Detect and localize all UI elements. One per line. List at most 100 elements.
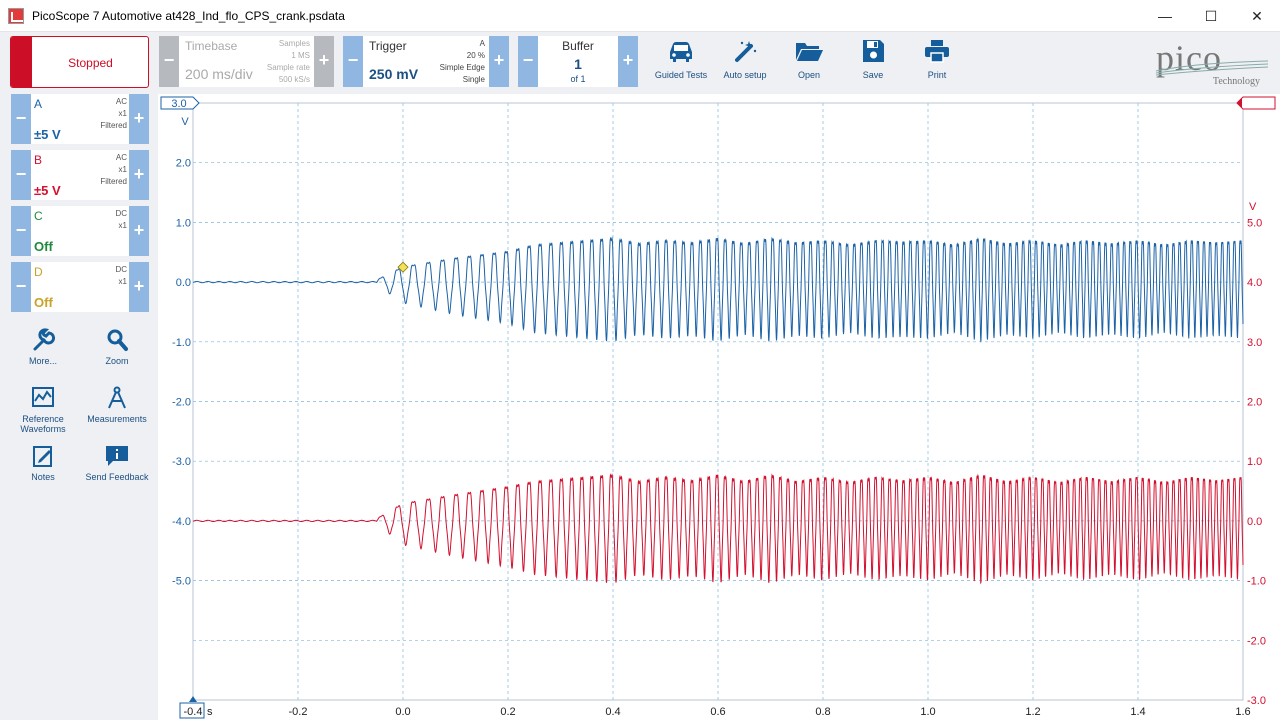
channel-a-settings: AC x1 Filtered bbox=[100, 96, 127, 132]
channel-b-probe: x1 bbox=[118, 165, 127, 174]
buffer-previous-button[interactable]: − bbox=[518, 36, 538, 87]
buffer-control[interactable]: − Buffer 1 of 1 + bbox=[518, 36, 638, 87]
time-ruler-marker bbox=[189, 696, 197, 702]
samples-value: 1 MS bbox=[291, 51, 310, 60]
channel-a-range: ±5 V bbox=[34, 127, 61, 142]
trigger-mode: Single bbox=[462, 75, 485, 84]
reference-waveforms-button[interactable]: Reference Waveforms bbox=[11, 386, 75, 434]
left-axis-tick-label: -2.0 bbox=[172, 397, 191, 409]
measurements-label: Measurements bbox=[87, 414, 147, 424]
right-axis-tick-label: -3.0 bbox=[1247, 695, 1266, 707]
close-button[interactable]: ✕ bbox=[1251, 8, 1263, 24]
more-button[interactable]: More... bbox=[11, 328, 75, 366]
channel-b-filter: Filtered bbox=[100, 177, 127, 186]
channel-a-name: A bbox=[34, 97, 43, 111]
notes-button[interactable]: Notes bbox=[11, 444, 75, 482]
send-feedback-button[interactable]: Send Feedback bbox=[85, 444, 149, 482]
channel-d-range-increase-button[interactable]: + bbox=[129, 262, 149, 312]
channel-c-name: C bbox=[34, 209, 43, 223]
channel-b-range-increase-button[interactable]: + bbox=[129, 150, 149, 200]
channel-b-name: B bbox=[34, 153, 43, 167]
trigger-pretrigger: 20 % bbox=[466, 51, 485, 60]
channel-a-range-decrease-button[interactable]: − bbox=[11, 94, 31, 144]
wrench-icon bbox=[30, 328, 56, 352]
car-icon bbox=[666, 38, 696, 64]
timebase-increase-button[interactable]: + bbox=[314, 36, 334, 87]
channel-a-probe: x1 bbox=[118, 109, 127, 118]
channel-c-range-increase-button[interactable]: + bbox=[129, 206, 149, 256]
x-start-box bbox=[179, 702, 205, 719]
folder-icon bbox=[794, 38, 824, 64]
app-icon bbox=[8, 8, 24, 24]
right-axis-tick-label: 2.0 bbox=[1247, 397, 1262, 409]
x-tick-label: 1.6 bbox=[1235, 706, 1250, 718]
auto-setup-button[interactable]: Auto setup bbox=[713, 36, 777, 86]
channel-a-filter: Filtered bbox=[100, 121, 127, 130]
notes-icon bbox=[30, 444, 56, 468]
compass-icon bbox=[104, 386, 130, 410]
plot-frame bbox=[192, 102, 1244, 701]
logo-sub: Technology bbox=[1212, 76, 1260, 87]
open-label: Open bbox=[797, 70, 821, 80]
left-axis-tick-label: -4.0 bbox=[172, 516, 191, 528]
trigger-decrease-button[interactable]: − bbox=[343, 36, 363, 87]
channel-d-coupling: DC bbox=[115, 265, 127, 274]
sample-rate-label: Sample rate bbox=[266, 63, 310, 72]
channel-d-settings: DC x1 bbox=[115, 264, 127, 288]
left-axis-max-label: 3.0 bbox=[171, 98, 186, 110]
channel-d-probe: x1 bbox=[118, 277, 127, 286]
zoom-button[interactable]: Zoom bbox=[85, 328, 149, 366]
channel-a-range-increase-button[interactable]: + bbox=[129, 94, 149, 144]
reference-waveforms-label: Reference Waveforms bbox=[20, 414, 66, 434]
channel-d-name: D bbox=[34, 265, 43, 279]
channel-d-range-decrease-button[interactable]: − bbox=[11, 262, 31, 312]
channel-c-range-decrease-button[interactable]: − bbox=[11, 206, 31, 256]
trigger-meta: A 20 % Simple Edge Single bbox=[440, 38, 485, 86]
channel-c-card[interactable]: − C DC x1 Off + bbox=[11, 206, 149, 256]
left-axis-tick-label: 0.0 bbox=[176, 277, 191, 289]
x-tick-label: 0.8 bbox=[815, 706, 830, 718]
left-axis-tick-label: 2.0 bbox=[176, 158, 191, 170]
scope-view[interactable]: -0.4 -0.2 0.0 0.2 0.4 0.6 0.8 1.0 1.2 1.4 1.6 2.0 1.… bbox=[158, 94, 1280, 720]
reference-waveforms-icon bbox=[30, 386, 56, 410]
send-feedback-label: Send Feedback bbox=[85, 472, 149, 482]
minimize-button[interactable]: — bbox=[1158, 8, 1172, 24]
right-axis-tick-label: 5.0 bbox=[1247, 217, 1262, 229]
channel-b-range-decrease-button[interactable]: − bbox=[11, 150, 31, 200]
timebase-control[interactable]: − Timebase 200 ms/div Samples 1 MS Sampl… bbox=[159, 36, 334, 87]
channel-a-card[interactable]: − A AC x1 Filtered ±5 V + bbox=[11, 94, 149, 144]
print-button[interactable]: Print bbox=[905, 36, 969, 86]
channel-c-settings: DC x1 bbox=[115, 208, 127, 232]
trigger-type: Simple Edge bbox=[439, 63, 485, 72]
x-tick-label: 0.2 bbox=[500, 706, 515, 718]
measurements-button[interactable]: Measurements bbox=[85, 386, 149, 424]
channel-d-card[interactable]: − D DC x1 Off + bbox=[11, 262, 149, 312]
maximize-button[interactable]: ☐ bbox=[1204, 8, 1218, 24]
buffer-current: 1 bbox=[574, 56, 582, 72]
channel-b-card[interactable]: − B AC x1 Filtered ±5 V + bbox=[11, 150, 149, 200]
trigger-level: 250 mV bbox=[369, 66, 419, 82]
printer-icon bbox=[922, 38, 952, 64]
channel-a-coupling: AC bbox=[115, 97, 127, 106]
left-axis-unit: V bbox=[181, 116, 189, 128]
run-stop-button[interactable]: Stopped bbox=[10, 36, 149, 88]
x-tick-label: 0.0 bbox=[395, 706, 410, 718]
trigger-control[interactable]: − Trigger 250 mV A 20 % Simple Edge Sing… bbox=[343, 36, 509, 87]
pico-logo: pico Technology bbox=[1154, 37, 1270, 91]
trigger-channel: A bbox=[479, 39, 485, 48]
trigger-increase-button[interactable]: + bbox=[489, 36, 509, 87]
channel-b-settings: AC x1 Filtered bbox=[100, 152, 127, 188]
scope-chart[interactable]: -0.4 -0.2 0.0 0.2 0.4 0.6 0.8 1.0 1.2 1.4 1.6 2.0 1.… bbox=[158, 94, 1280, 720]
buffer-next-button[interactable]: + bbox=[618, 36, 638, 87]
x-tick-label: -0.2 bbox=[289, 706, 308, 718]
timebase-decrease-button[interactable]: − bbox=[159, 36, 179, 87]
series-b-trace bbox=[192, 473, 1244, 585]
save-button[interactable]: Save bbox=[841, 36, 905, 86]
right-axis-tick-label: 0.0 bbox=[1247, 516, 1262, 528]
guided-tests-button[interactable]: Guided Tests bbox=[649, 36, 713, 86]
open-button[interactable]: Open bbox=[777, 36, 841, 86]
buffer-title: Buffer bbox=[562, 39, 594, 53]
x-tick-label: 0.4 bbox=[605, 706, 620, 718]
more-label: More... bbox=[28, 356, 57, 366]
left-axis-tick-label: 1.0 bbox=[176, 217, 191, 229]
